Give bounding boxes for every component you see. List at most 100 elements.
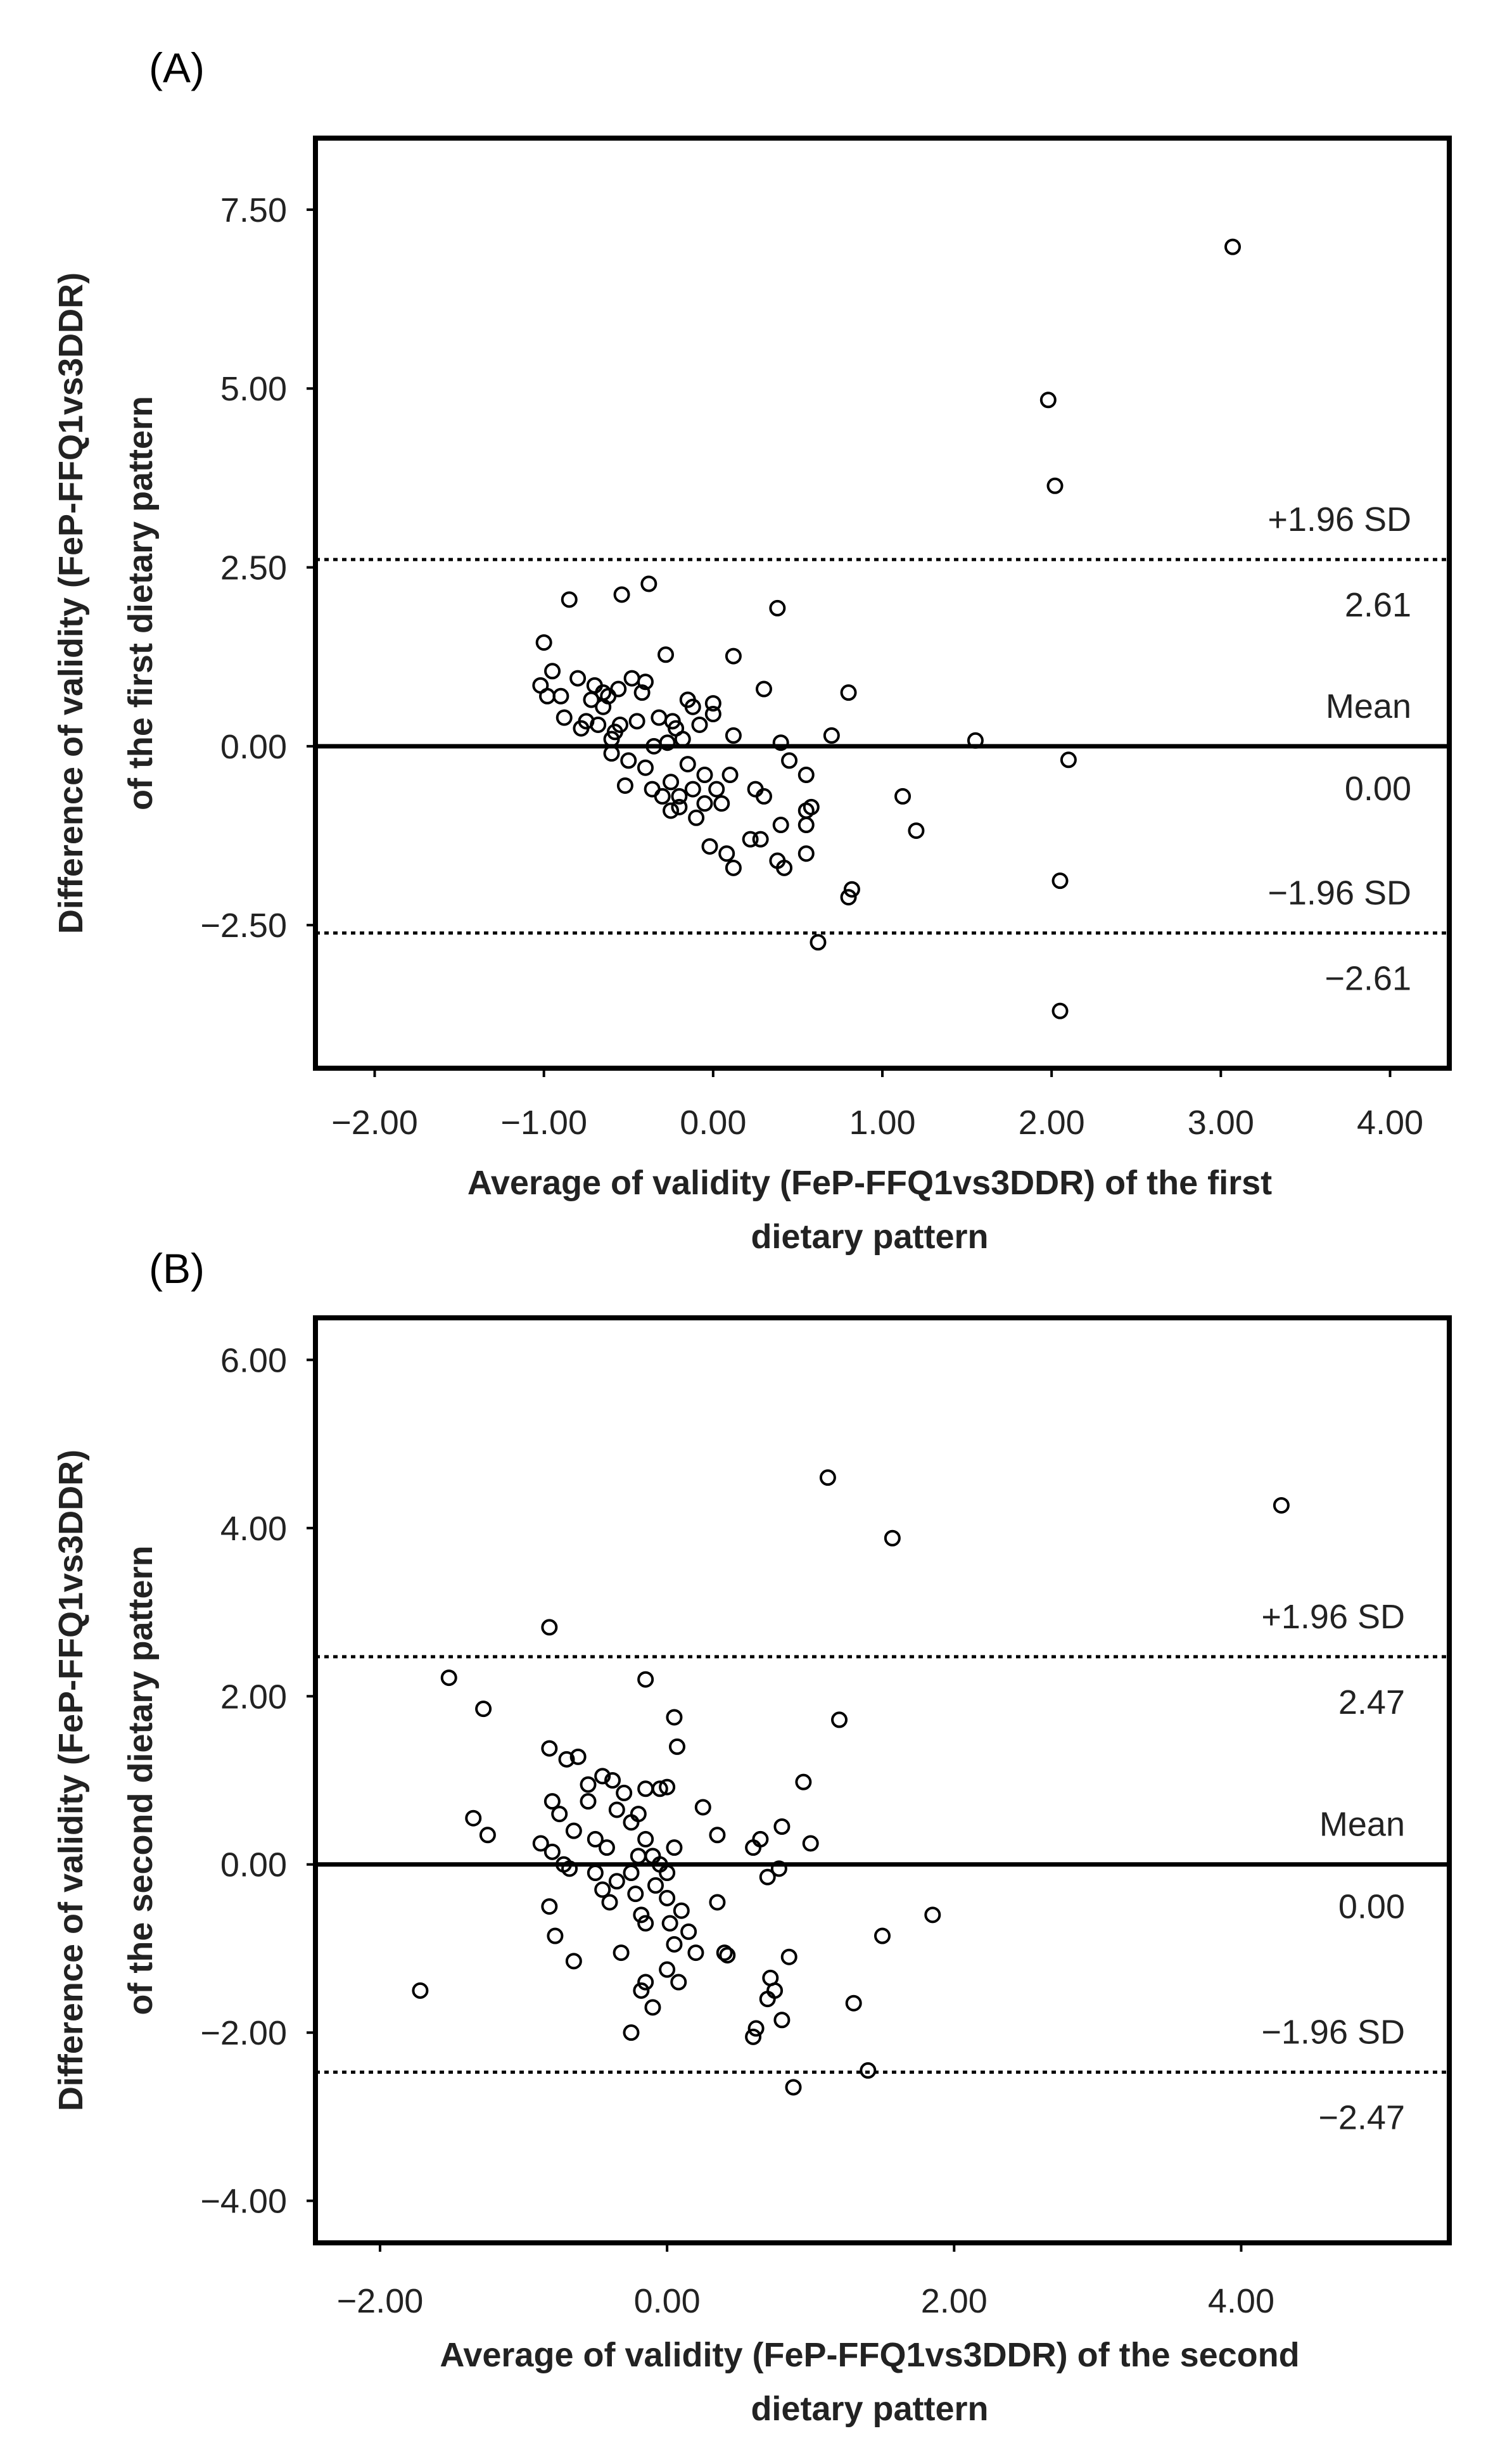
data-point (721, 767, 739, 784)
data-point (580, 1776, 597, 1793)
data-point (694, 1799, 711, 1816)
upper-limit-value: 2.61 (1345, 586, 1411, 624)
data-point (544, 663, 561, 680)
data-point (541, 1740, 558, 1757)
x-axis-title: dietary pattern (751, 2390, 988, 2428)
data-point (623, 1814, 640, 1831)
data-point (666, 1839, 683, 1856)
data-point (608, 1873, 625, 1890)
data-point (718, 845, 735, 862)
x-tick-label: −2.00 (331, 1104, 418, 1142)
data-point (670, 1974, 687, 1991)
data-point (725, 727, 742, 744)
data-point (924, 1906, 941, 1924)
data-point (565, 1822, 582, 1839)
y-tick-label: 5.00 (220, 370, 287, 408)
x-axis-title: dietary pattern (751, 1218, 988, 1256)
data-point (708, 781, 725, 798)
data-point (623, 2024, 640, 2041)
data-point (543, 1793, 561, 1810)
y-axis-title: Difference of validity (FeP-FFQ1vs3DDR) (52, 272, 90, 934)
y-tick-label: −2.00 (200, 2014, 287, 2052)
data-point (637, 1915, 654, 1932)
y-tick-label: 0.00 (220, 728, 287, 766)
data-point (1051, 1002, 1069, 1019)
data-point (680, 1923, 697, 1940)
data-point (884, 1529, 901, 1547)
x-tick-label: −2.00 (337, 2282, 424, 2320)
x-tick-label: 0.00 (680, 1104, 746, 1142)
data-point (659, 1778, 676, 1796)
lower-limit-label: −1.96 SD (1267, 874, 1411, 912)
upper-limit-value: 2.47 (1338, 1683, 1405, 1721)
data-point (666, 1709, 683, 1726)
data-point (769, 852, 786, 869)
data-point (684, 781, 701, 798)
data-point (803, 798, 820, 815)
data-point (532, 1835, 549, 1852)
data-point (770, 1860, 787, 1877)
data-point (587, 1830, 604, 1848)
data-point (465, 1809, 482, 1827)
y-tick-label: 2.00 (220, 1678, 287, 1716)
data-point (644, 1999, 661, 2016)
upper-limit-label: +1.96 SD (1267, 501, 1411, 539)
x-tick-label: 1.00 (849, 1104, 915, 1142)
data-point (666, 1936, 683, 1953)
mean-label: Mean (1319, 1806, 1405, 1844)
x-tick-label: −1.00 (500, 1104, 587, 1142)
data-point (580, 1793, 597, 1810)
data-point (645, 737, 663, 755)
data-point (637, 759, 654, 776)
data-point (603, 745, 620, 762)
data-point (819, 1469, 836, 1486)
data-point (663, 774, 680, 791)
data-point (671, 798, 688, 815)
data-point (673, 1902, 690, 1919)
data-point (598, 1839, 615, 1856)
data-point (616, 777, 633, 794)
data-point (637, 1974, 654, 1991)
data-point (541, 1619, 558, 1636)
data-point (594, 1768, 611, 1785)
data-point (704, 706, 721, 723)
data-point (565, 1953, 582, 1970)
data-point (668, 1738, 685, 1755)
data-point (691, 716, 708, 733)
data-point (709, 1894, 726, 1911)
data-point (1051, 872, 1069, 890)
x-tick-label: 4.00 (1357, 1104, 1423, 1142)
data-point (659, 1961, 676, 1978)
panel-label: (A) (149, 44, 205, 91)
data-point (725, 859, 742, 876)
data-point (772, 817, 789, 834)
data-point (679, 691, 696, 708)
y-tick-label: 7.50 (220, 191, 287, 229)
mean-value: 0.00 (1338, 1888, 1405, 1926)
x-axis-title: Average of validity (FeP-FFQ1vs3DDR) of … (467, 1164, 1272, 1202)
data-point (1039, 392, 1057, 409)
y-tick-label: 0.00 (220, 1846, 287, 1884)
data-point (704, 695, 721, 712)
data-point (797, 767, 815, 784)
y-axis-title: of the second dietary pattern (122, 1545, 160, 2015)
data-point (773, 1818, 791, 1835)
data-point (543, 1843, 561, 1860)
mean-value: 0.00 (1345, 770, 1411, 808)
data-point (755, 680, 772, 698)
data-point (587, 1865, 604, 1881)
x-tick-label: 4.00 (1208, 2282, 1274, 2320)
data-point (797, 845, 815, 862)
lower-limit-value: −2.47 (1318, 2099, 1405, 2137)
data-point (874, 1927, 891, 1944)
data-point (671, 788, 688, 805)
y-tick-label: −2.50 (200, 907, 287, 945)
data-point (663, 802, 680, 819)
data-point (840, 684, 857, 701)
data-point (547, 1927, 564, 1944)
data-point (745, 2028, 762, 2045)
data-point (661, 1915, 678, 1932)
panel-label: (B) (149, 1245, 205, 1292)
x-tick-label: 0.00 (634, 2282, 701, 2320)
